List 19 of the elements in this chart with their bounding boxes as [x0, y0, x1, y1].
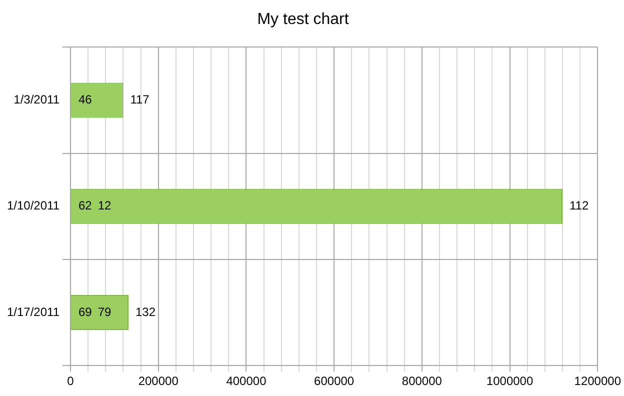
x-tick-label: 800000 — [402, 374, 442, 388]
x-tick-label: 200000 — [138, 374, 179, 388]
x-tick-label: 1000000 — [486, 374, 534, 388]
annotation: 46 — [78, 92, 92, 107]
x-tick-label: 1200000 — [574, 374, 622, 388]
y-tick-label: 1/10/2011 — [6, 198, 60, 213]
annotation: 117 — [130, 92, 150, 107]
x-tick-label: 0 — [67, 374, 74, 388]
chart-title: My test chart — [257, 11, 350, 28]
annotation: 79 — [98, 304, 112, 319]
annotation: 132 — [135, 304, 156, 319]
annotation: 112 — [570, 198, 589, 213]
y-tick-label: 1/17/2011 — [6, 304, 60, 319]
annotation: 12 — [98, 198, 112, 213]
x-tick-label: 400000 — [226, 374, 267, 388]
y-tick-label: 1/3/2011 — [14, 92, 60, 107]
annotation: 62 — [78, 198, 92, 213]
x-tick-label: 600000 — [314, 374, 354, 388]
annotation: 69 — [78, 304, 92, 319]
